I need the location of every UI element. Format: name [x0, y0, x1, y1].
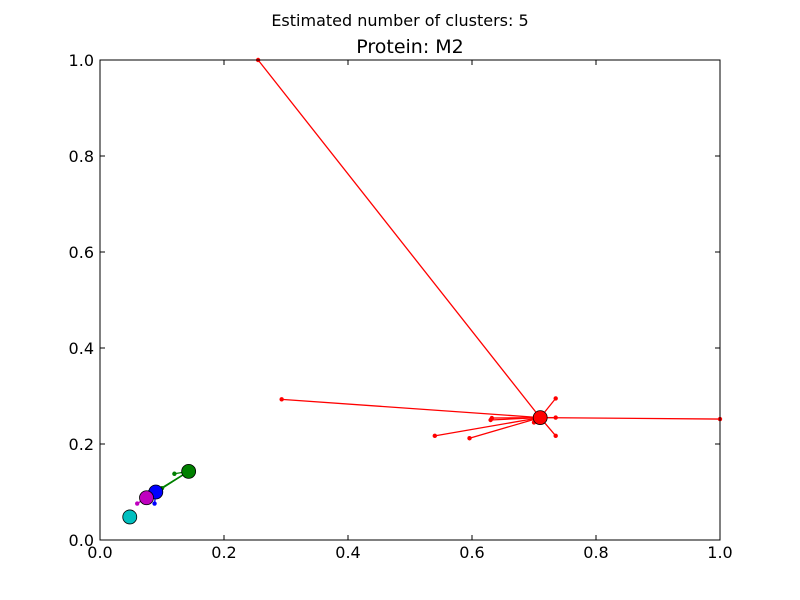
cluster-0-point-8 — [553, 433, 558, 439]
cluster-4-center — [122, 509, 138, 525]
y-tick-label: 0.2 — [69, 435, 94, 454]
x-tick-label: 0.8 — [583, 543, 608, 562]
cluster-0-point-9 — [553, 396, 558, 401]
cluster-0-link-1 — [281, 398, 541, 419]
plot-area — [122, 57, 723, 525]
y-tick-label: 0.6 — [69, 243, 94, 262]
cluster-0-link-3 — [469, 416, 541, 439]
cluster-3-center — [139, 490, 154, 506]
y-tick-label: 0.0 — [69, 531, 94, 550]
cluster-0-center — [532, 410, 548, 426]
axes-frame — [99, 59, 721, 541]
cluster-3-point-0 — [135, 501, 140, 506]
axis-tick-labels: 0.0 0.2 0.4 0.6 0.8 1.0 0.0 0.2 0.4 0.6 0.8 1.0 — [69, 51, 733, 562]
cluster-0-link-2 — [434, 416, 541, 437]
cluster-0-point-10 — [553, 415, 558, 420]
cluster-0-point-2 — [432, 433, 437, 439]
x-tick-label: 0.4 — [335, 543, 360, 562]
cluster-0-link-0 — [257, 59, 541, 419]
y-tick-label: 1.0 — [69, 51, 94, 70]
y-tick-label: 0.4 — [69, 339, 94, 358]
x-tick-label: 1.0 — [707, 543, 732, 562]
x-tick-label: 0.0 — [87, 543, 112, 562]
cluster-1-center — [181, 463, 197, 479]
cluster-0-link-11 — [540, 416, 721, 420]
y-tick-label: 0.8 — [69, 147, 94, 166]
chart-title: Protein: M2 — [356, 36, 464, 58]
cluster-0-point-5 — [489, 415, 495, 421]
figure-suptitle: Estimated number of clusters: 5 — [271, 11, 528, 30]
cluster-0-point-3 — [467, 436, 472, 441]
x-tick-label: 0.6 — [459, 543, 484, 562]
cluster-1-point-0 — [172, 471, 177, 476]
cluster-0-point-1 — [279, 397, 284, 402]
cluster-2-point-1 — [152, 501, 157, 506]
x-tick-label: 0.2 — [211, 543, 236, 562]
